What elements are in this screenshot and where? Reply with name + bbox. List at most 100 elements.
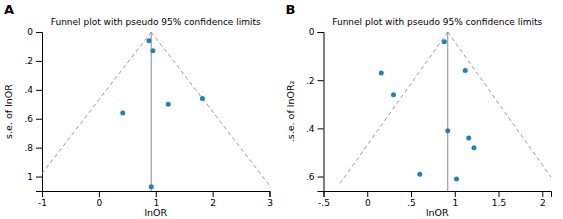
x-tick: .5 [407, 191, 416, 208]
point [379, 70, 384, 75]
point [472, 145, 477, 150]
y-tick-label: 0 [27, 27, 33, 37]
panel-label: B [286, 2, 296, 17]
point [463, 68, 468, 73]
x-tick: 2 [540, 191, 546, 208]
y-axis-line [318, 33, 325, 192]
point [454, 176, 459, 181]
funnel-line [42, 32, 151, 187]
x-tick: 1 [452, 191, 458, 208]
y-tick-label: .8 [24, 143, 33, 153]
x-tick-mark [499, 191, 500, 197]
y-tick: .2 [24, 56, 42, 66]
x-tick-label: 0 [365, 198, 371, 208]
y-tick: .4 [24, 85, 42, 95]
y-tick-mark [36, 32, 42, 33]
y-tick: .2 [306, 76, 324, 86]
y-tick-mark [36, 119, 42, 120]
point [391, 92, 396, 97]
title: Funnel plot with pseudo 95% confidence l… [51, 17, 261, 27]
x-axis: -1 0 1 2 3 [38, 191, 273, 208]
y-tick: 1 [27, 172, 42, 182]
y-tick: .4 [306, 124, 324, 134]
y-axis-line [36, 33, 43, 192]
x-tick-label: 1 [452, 198, 458, 208]
point [466, 136, 471, 141]
point [417, 172, 422, 177]
x-tick-label: 3 [267, 198, 273, 208]
x-tick-label: 2 [540, 198, 546, 208]
y-axis: 0 .2 .4 .6 .8 1 [24, 27, 42, 191]
y-tick-mark [318, 32, 324, 33]
plot-area [340, 32, 551, 191]
x-tick: -1 [38, 191, 47, 208]
y-tick-label: .6 [306, 172, 315, 182]
point [146, 38, 151, 43]
x-tick: 3 [267, 191, 273, 208]
effect-line [151, 32, 152, 191]
x-tick: 0 [365, 191, 371, 208]
x-tick-mark [542, 191, 543, 197]
x-tick-mark [455, 191, 456, 197]
y-tick-mark [318, 177, 324, 178]
funnel-line [151, 32, 269, 187]
x-axis-title: lnOR [144, 207, 167, 218]
x-tick-mark [99, 191, 100, 197]
y-tick-label: 1 [27, 172, 33, 182]
point [166, 102, 171, 107]
y-tick-mark [36, 148, 42, 149]
x-tick-label: 2 [210, 198, 216, 208]
y-tick-mark [36, 177, 42, 178]
y-tick: .6 [24, 114, 42, 124]
funnel-line [340, 32, 448, 184]
point [150, 48, 155, 53]
y-tick-label: .4 [24, 85, 33, 95]
plot-area [42, 32, 270, 191]
y-tick: .6 [306, 172, 324, 182]
y-axis-title: s.e. of lnOR [3, 84, 14, 139]
panel: -.5 0 .5 1 1.5 2 0 .2 .4 .6 Funnel plot with pseud… [285, 2, 556, 218]
x-axis-title: lnOR [426, 207, 449, 218]
x-tick: 0 [97, 191, 103, 208]
x-tick-label: 0 [97, 198, 103, 208]
y-tick-mark [318, 80, 324, 81]
x-tick-label: 1.5 [492, 198, 506, 208]
x-axis-line [43, 192, 271, 198]
effect-line [447, 32, 448, 191]
x-axis: -.5 0 .5 1 1.5 2 [318, 191, 551, 208]
y-tick: 0 [309, 27, 324, 37]
figure: -1 0 1 2 3 0 .2 .4 .6 .8 1 Funnel plot with pseudo … [0, 0, 563, 219]
point [120, 110, 125, 115]
point [442, 39, 447, 44]
x-tick-mark [213, 191, 214, 197]
x-tick: -.5 [318, 191, 330, 208]
y-tick-label: 0 [309, 27, 315, 37]
x-tick: 2 [210, 191, 216, 208]
x-tick-mark [367, 191, 368, 197]
y-tick-mark [318, 128, 324, 129]
x-tick: 1 [153, 191, 159, 208]
y-axis: 0 .2 .4 .6 [306, 27, 324, 191]
x-tick-label: -.5 [318, 198, 330, 208]
panel: -1 0 1 2 3 0 .2 .4 .6 .8 1 Funnel plot with pseudo … [3, 2, 273, 218]
y-tick-mark [36, 90, 42, 91]
point [200, 96, 205, 101]
funnel-line [448, 32, 551, 184]
y-tick-label: .4 [306, 124, 315, 134]
x-tick-label: .5 [407, 198, 416, 208]
x-tick-label: -1 [38, 198, 47, 208]
y-tick: 0 [27, 27, 42, 37]
y-tick-label: .2 [24, 56, 33, 66]
y-tick-label: .6 [24, 114, 33, 124]
panel-label: A [4, 2, 14, 17]
x-tick-mark [156, 191, 157, 197]
title: Funnel plot with pseudo 95% confidence l… [332, 17, 542, 27]
point [445, 128, 450, 133]
y-axis-title: .s.e. of lnOR₂ [285, 81, 296, 143]
x-tick: 1.5 [492, 191, 506, 208]
y-tick-label: .2 [306, 76, 315, 86]
point [149, 184, 154, 189]
y-tick: .8 [24, 143, 42, 153]
x-axis-line [324, 192, 552, 198]
x-tick-mark [411, 191, 412, 197]
